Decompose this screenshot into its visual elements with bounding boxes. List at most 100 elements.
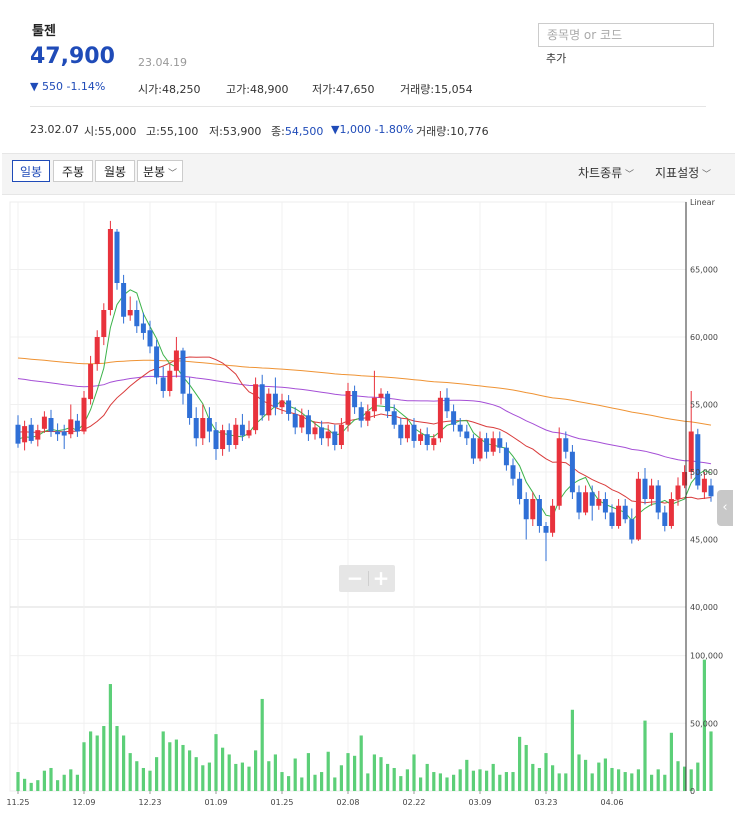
x-tick-label: 03.09 <box>469 798 492 807</box>
volume-bar <box>617 769 621 791</box>
chevron-down-icon: ﹀ <box>699 170 712 180</box>
stat-volume-value: 15,054 <box>434 83 473 96</box>
tab-weekly[interactable]: 주봉 <box>53 160 93 182</box>
tab-monthly[interactable]: 월봉 <box>95 160 135 182</box>
candle-body <box>325 431 331 439</box>
volume-bar <box>214 734 218 791</box>
chevron-down-icon: ﹀ <box>165 169 177 179</box>
prev-open-label: 시 <box>84 125 95 138</box>
candle-body <box>121 283 127 317</box>
candle-body <box>88 364 94 400</box>
candle-body <box>371 397 377 412</box>
volume-bar <box>386 763 390 791</box>
side-panel-toggle[interactable]: ‹ <box>717 490 733 526</box>
volume-bar <box>603 758 607 791</box>
volume-bar <box>452 774 456 791</box>
tab-minute[interactable]: 분봉 ﹀ <box>137 160 183 182</box>
candle-body <box>523 499 529 520</box>
volume-bar <box>359 735 363 791</box>
candle-body <box>107 229 113 310</box>
candle-body <box>563 438 569 452</box>
volume-bar <box>491 763 495 791</box>
prev-high-value: 55,100 <box>159 125 199 138</box>
candle-body <box>589 492 595 506</box>
x-tick-label: 03.23 <box>535 798 558 807</box>
candle-body <box>35 430 41 440</box>
volume-bar <box>240 762 244 791</box>
volume-bar <box>148 770 152 791</box>
volume-bar <box>75 774 79 791</box>
volume-bar <box>524 744 528 791</box>
x-tick-label: 02.08 <box>337 798 360 807</box>
prev-high: 고:55,100 <box>146 125 199 138</box>
candle-body <box>259 384 265 416</box>
volume-bar <box>108 684 112 791</box>
stat-volume-label: 거래량 <box>400 83 431 96</box>
candle-body <box>701 478 707 493</box>
candle-body <box>68 419 74 435</box>
candle-body <box>173 350 179 371</box>
add-button[interactable]: 추가 <box>546 52 567 65</box>
candle-body <box>239 424 245 436</box>
volume-bar <box>392 767 396 791</box>
volume-bar <box>656 769 660 791</box>
volume-bar <box>465 759 469 791</box>
candle-body <box>708 485 714 497</box>
stat-high-value: 48,900 <box>249 83 289 96</box>
prev-high-label: 고 <box>146 125 157 138</box>
candle-body <box>233 424 239 445</box>
volume-bar <box>201 765 205 791</box>
candle-body <box>41 416 47 429</box>
candle-body <box>48 418 54 432</box>
volume-bar <box>181 744 185 791</box>
candle-body <box>424 434 430 445</box>
candle-body <box>61 431 67 436</box>
stock-chart[interactable]: 65,000 60,000 55,000 50,000 45,000 40,000 Line… <box>0 195 737 823</box>
candle-body <box>418 434 424 441</box>
candle-body <box>365 411 371 421</box>
tab-daily[interactable]: 일봉 <box>12 160 50 182</box>
prev-date: 23.02.07 <box>30 123 79 136</box>
volume-bar <box>643 720 647 791</box>
volume-bar <box>227 754 231 791</box>
change-amount: 550 <box>41 80 63 93</box>
chart-axes: 65,000 60,000 55,000 50,000 45,000 40,000 Line… <box>7 198 724 807</box>
candle-body <box>404 424 410 439</box>
volume-bar <box>511 772 515 791</box>
x-tick-label: 11.25 <box>7 798 30 807</box>
indicator-settings-menu[interactable]: 지표설정 ﹀ <box>655 164 711 181</box>
volume-bar <box>544 753 548 791</box>
candle-body <box>510 465 516 479</box>
candle-body <box>470 438 476 459</box>
stat-low-label: 저가 <box>312 83 333 96</box>
prev-open: 시:55,000 <box>84 125 137 138</box>
volume-tick-label: 100,000 <box>690 652 723 661</box>
candle-body <box>114 231 120 283</box>
candle-body <box>180 350 186 394</box>
x-tick-label: 12.23 <box>139 798 162 807</box>
candle-body <box>22 426 28 443</box>
candle-body <box>602 499 608 513</box>
candle-body <box>15 424 21 444</box>
candle-body <box>668 499 674 526</box>
zoom-in-button[interactable]: + <box>372 566 390 590</box>
candle-body <box>226 430 232 445</box>
candle-body <box>583 492 589 513</box>
candle-body <box>497 438 503 448</box>
ma5-line <box>17 289 712 522</box>
volume-bar <box>42 770 46 791</box>
chart-type-menu[interactable]: 차트종류 ﹀ <box>578 164 634 181</box>
candle-body <box>292 413 298 428</box>
stat-open-label: 시가 <box>138 83 159 96</box>
search-input[interactable] <box>538 23 714 47</box>
candle-body <box>391 411 397 425</box>
volume-bar <box>630 773 634 791</box>
volume-bar <box>689 769 693 791</box>
candle-body <box>200 418 206 439</box>
candle-body <box>662 512 668 526</box>
price-date: 23.04.19 <box>138 56 187 69</box>
zoom-out-button[interactable]: − <box>346 566 364 590</box>
volume-bar <box>610 767 614 791</box>
candle-body <box>140 323 146 333</box>
price-change: ▼ 550 -1.14% <box>30 80 105 93</box>
